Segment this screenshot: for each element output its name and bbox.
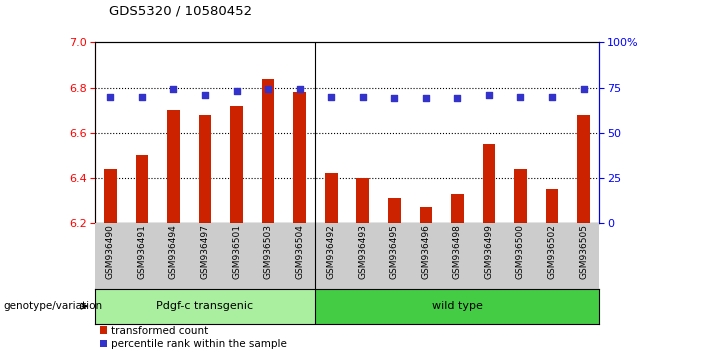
Bar bbox=[104, 169, 116, 223]
Bar bbox=[261, 79, 274, 223]
Text: GSM936491: GSM936491 bbox=[137, 224, 147, 279]
Point bbox=[325, 94, 336, 99]
Bar bbox=[95, 289, 315, 324]
Point bbox=[358, 94, 369, 99]
Point bbox=[294, 87, 306, 92]
Bar bbox=[294, 92, 306, 223]
Point bbox=[231, 88, 243, 94]
Bar bbox=[315, 289, 599, 324]
Bar bbox=[419, 207, 432, 223]
Bar bbox=[357, 178, 369, 223]
Bar bbox=[515, 169, 527, 223]
Point bbox=[578, 87, 589, 92]
Text: Pdgf-c transgenic: Pdgf-c transgenic bbox=[156, 301, 254, 311]
Text: GSM936499: GSM936499 bbox=[484, 224, 494, 279]
Text: GSM936504: GSM936504 bbox=[295, 224, 304, 279]
Text: GSM936497: GSM936497 bbox=[200, 224, 210, 279]
Text: GSM936492: GSM936492 bbox=[327, 224, 336, 279]
Text: GSM936502: GSM936502 bbox=[547, 224, 557, 279]
Bar bbox=[168, 110, 179, 223]
Bar bbox=[578, 115, 590, 223]
Legend: transformed count, percentile rank within the sample: transformed count, percentile rank withi… bbox=[100, 326, 287, 349]
Bar bbox=[388, 198, 401, 223]
Text: GSM936498: GSM936498 bbox=[453, 224, 462, 279]
Bar bbox=[199, 115, 212, 223]
Text: GSM936490: GSM936490 bbox=[106, 224, 115, 279]
Bar bbox=[230, 105, 243, 223]
Point bbox=[515, 94, 526, 99]
Point bbox=[105, 94, 116, 99]
Bar bbox=[482, 144, 495, 223]
Point bbox=[452, 96, 463, 101]
Bar bbox=[546, 189, 559, 223]
Text: wild type: wild type bbox=[432, 301, 483, 311]
Text: GSM936500: GSM936500 bbox=[516, 224, 525, 279]
Text: GSM936493: GSM936493 bbox=[358, 224, 367, 279]
Point bbox=[484, 92, 495, 98]
Text: GSM936503: GSM936503 bbox=[264, 224, 273, 279]
Text: GSM936496: GSM936496 bbox=[421, 224, 430, 279]
Text: GSM936495: GSM936495 bbox=[390, 224, 399, 279]
Point bbox=[263, 87, 274, 92]
Bar bbox=[325, 173, 338, 223]
Text: GSM936501: GSM936501 bbox=[232, 224, 241, 279]
Point bbox=[547, 94, 558, 99]
Point bbox=[388, 96, 400, 101]
Text: genotype/variation: genotype/variation bbox=[4, 301, 102, 311]
Text: GDS5320 / 10580452: GDS5320 / 10580452 bbox=[109, 5, 252, 18]
Text: GSM936494: GSM936494 bbox=[169, 224, 178, 279]
Point bbox=[421, 96, 432, 101]
Bar bbox=[451, 194, 464, 223]
Point bbox=[136, 94, 147, 99]
Bar bbox=[136, 155, 149, 223]
Text: GSM936505: GSM936505 bbox=[579, 224, 588, 279]
Point bbox=[168, 87, 179, 92]
Point bbox=[200, 92, 211, 98]
